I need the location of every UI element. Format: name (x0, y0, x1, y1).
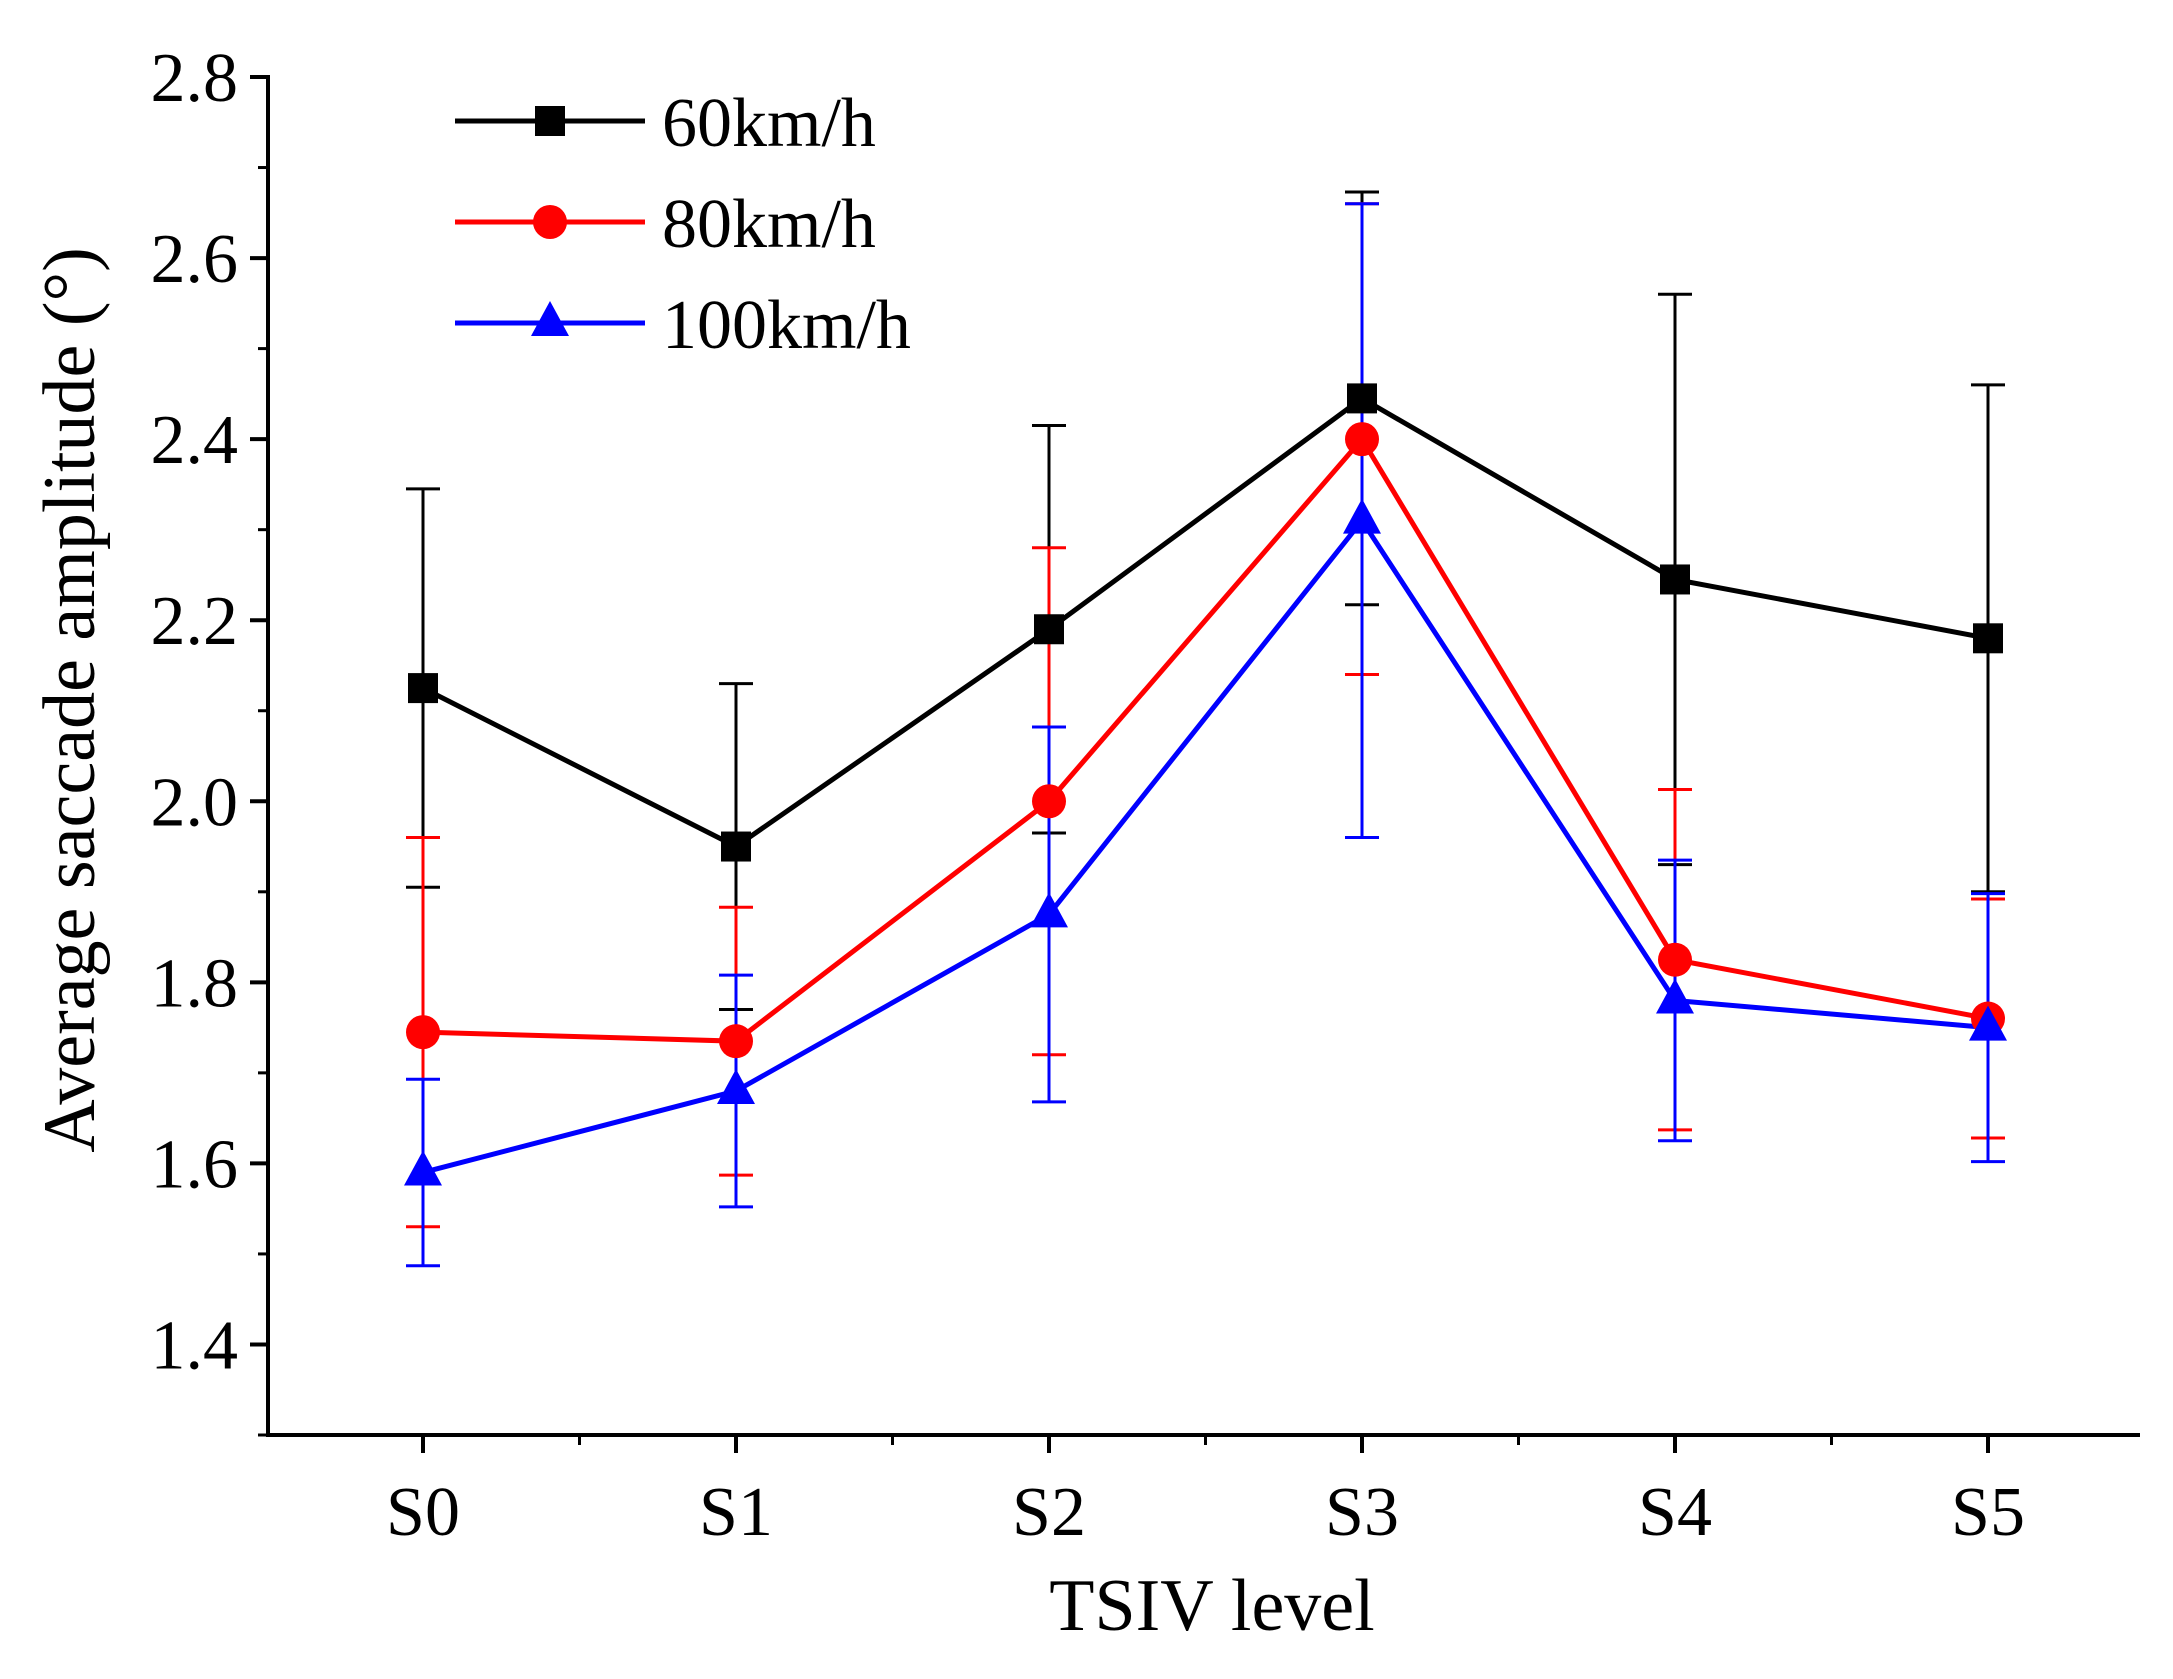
series-line-60km-h (421, 395, 1989, 850)
x-axis-label: TSIV level (1049, 1565, 1374, 1647)
data-point-60km-h (408, 673, 438, 704)
legend-label: 80km/h (662, 186, 876, 263)
x-tick-label: S3 (1325, 1474, 1399, 1551)
x-tick-label: S4 (1638, 1474, 1712, 1551)
data-point-100km-h (404, 1150, 442, 1186)
data-point-80km-h (1345, 422, 1379, 457)
data-point-100km-h (1343, 498, 1381, 534)
series-markers (404, 383, 2007, 1186)
data-point-60km-h (1034, 614, 1064, 645)
data-point-100km-h (717, 1068, 755, 1104)
data-point-80km-h (406, 1015, 440, 1050)
data-point-80km-h (719, 1024, 753, 1059)
data-point-60km-h (1973, 623, 2003, 654)
legend: 60km/h 80km/h 100km/h (455, 85, 911, 364)
data-point-80km-h (1658, 942, 1692, 977)
y-tick-label: 2.6 (151, 221, 239, 298)
x-tick-label: S5 (1951, 1474, 2025, 1551)
y-tick-label: 2.2 (151, 583, 239, 660)
data-point-80km-h (1032, 784, 1066, 819)
legend-marker (535, 106, 565, 136)
y-tick-label: 1.6 (151, 1126, 239, 1203)
series-line-80km-h (422, 434, 1989, 1044)
series-lines (421, 395, 1989, 1175)
data-point-60km-h (1660, 564, 1690, 595)
legend-label: 100km/h (662, 287, 911, 364)
data-point-100km-h (1969, 1005, 2007, 1041)
y-tick-label: 1.4 (151, 1307, 239, 1384)
x-tick-label: S1 (699, 1474, 773, 1551)
y-axis-label: Average saccade amplitude (°) (29, 247, 111, 1152)
y-tick-label: 2.4 (151, 402, 239, 479)
x-tick-label: S0 (386, 1474, 460, 1551)
data-point-60km-h (1347, 383, 1377, 414)
legend-label: 60km/h (662, 85, 876, 162)
y-tick-label: 1.8 (151, 945, 239, 1022)
series-line-100km-h (422, 516, 1989, 1175)
error-bars (406, 190, 2005, 1268)
y-tick-label: 2.0 (151, 764, 239, 841)
x-tick-label: S2 (1012, 1474, 1086, 1551)
data-point-100km-h (1656, 978, 1694, 1014)
data-point-100km-h (1030, 892, 1068, 928)
legend-marker (531, 301, 569, 336)
axes: 1.4 1.6 1.8 2.0 2.2 2.4 2.6 2.8 S0 S1 S2 S3 S4 S5 (151, 40, 2140, 1551)
legend-marker (533, 205, 567, 239)
y-tick-label: 2.8 (151, 40, 239, 117)
data-point-60km-h (721, 831, 751, 862)
